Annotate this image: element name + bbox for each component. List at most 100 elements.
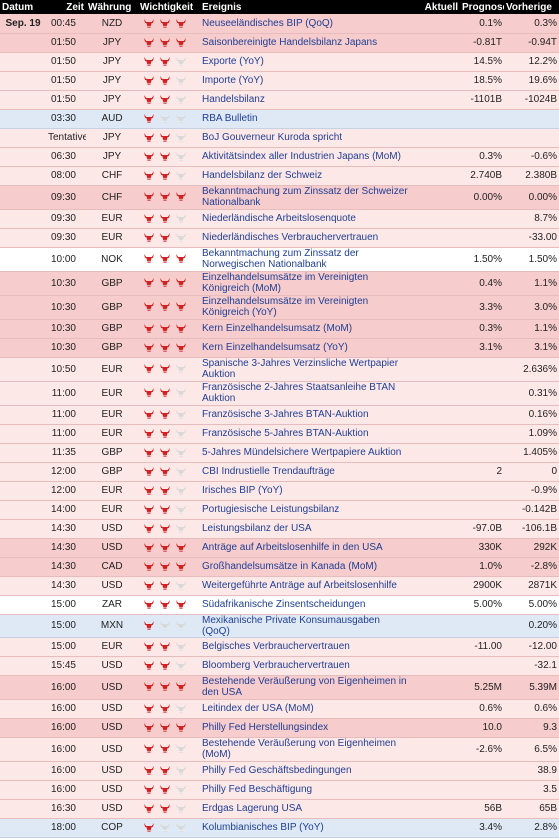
header-wichtigkeit[interactable]: Wichtigkeit: [138, 0, 200, 14]
table-row[interactable]: 11:00 EUR Französische 5-Jahres BTAN-Aukti…: [0, 424, 559, 444]
row-event-link[interactable]: Leitindex der USA (MoM): [200, 699, 412, 719]
table-row[interactable]: 16:00 USD Philly Fed Herstellungsindex 10.0…: [0, 718, 559, 738]
table-row[interactable]: 01:50 JPY Saisonbereinigte Handelsbilanz J…: [0, 33, 559, 53]
row-event-link[interactable]: Niederländisches Verbrauchervertrauen: [200, 228, 412, 248]
row-event-link[interactable]: CBI Indrustielle Trendaufträge: [200, 462, 412, 482]
row-time: 03:30: [46, 109, 86, 129]
row-event-link[interactable]: Handelsbilanz der Schweiz: [200, 166, 412, 186]
row-event-link[interactable]: Französische 5-Jahres BTAN-Auktion: [200, 424, 412, 444]
row-event-link[interactable]: Südafrikanische Zinsentscheidungen: [200, 595, 412, 615]
row-event-link[interactable]: RBA Bulletin: [200, 109, 412, 129]
row-event-link[interactable]: Exporte (YoY): [200, 52, 412, 72]
row-event-link[interactable]: Bekanntmachung zum Zinssatz der Norwegis…: [200, 247, 412, 272]
table-row[interactable]: 10:30 GBP Kern Einzelhandelsumsatz (MoM) 0.…: [0, 319, 559, 339]
row-event-link[interactable]: Französische 3-Jahres BTAN-Auktion: [200, 405, 412, 425]
header-prognose[interactable]: Prognose: [460, 0, 504, 14]
header-waehrung[interactable]: Währung: [86, 0, 138, 14]
row-event-link[interactable]: Bekanntmachung zum Zinssatz der Schweize…: [200, 185, 412, 210]
table-row[interactable]: 16:00 USD Bestehende Veräußerung von Eigen…: [0, 737, 559, 762]
table-row[interactable]: 10:30 GBP Kern Einzelhandelsumsatz (YoY) 3.…: [0, 338, 559, 358]
row-event-link[interactable]: BoJ Gouverneur Kuroda spricht: [200, 128, 412, 148]
row-event-link[interactable]: Niederländische Arbeitslosenquote: [200, 209, 412, 229]
table-row[interactable]: Sep. 19 00:45 NZD Neuseeländisches BIP (QoQ…: [0, 14, 559, 34]
row-event-link[interactable]: Neuseeländisches BIP (QoQ): [200, 14, 412, 34]
table-row[interactable]: 14:30 CAD Großhandelsumsätze in Kanada (Mo…: [0, 557, 559, 577]
table-row[interactable]: 10:30 GBP Einzelhandelsumsätze im Vereinig…: [0, 295, 559, 320]
row-event-link[interactable]: Kern Einzelhandelsumsatz (YoY): [200, 338, 412, 358]
table-row[interactable]: 15:00 EUR Belgisches Verbrauchervertrauen -…: [0, 637, 559, 657]
row-date: [0, 228, 46, 248]
table-row[interactable]: 01:50 JPY Handelsbilanz -1101B -1024B: [0, 90, 559, 110]
row-time: 16:00: [46, 737, 86, 762]
header-datum[interactable]: Datum: [0, 0, 46, 14]
row-event-link[interactable]: Einzelhandelsumsätze im Vereinigten Köni…: [200, 271, 412, 296]
row-event-link[interactable]: Weitergeführte Anträge auf Arbeitslosenh…: [200, 576, 412, 596]
table-row[interactable]: 15:45 USD Bloomberg Verbrauchervertrauen -3…: [0, 656, 559, 676]
table-row[interactable]: 16:00 USD Philly Fed Geschäftsbedingungen 3…: [0, 761, 559, 781]
table-row[interactable]: 16:00 USD Philly Fed Beschäftigung 3.5: [0, 780, 559, 800]
table-row[interactable]: 12:00 GBP CBI Indrustielle Trendaufträge 2 0: [0, 462, 559, 482]
row-event-link[interactable]: Spanische 3-Jahres Verzinsliche Wertpapi…: [200, 357, 412, 382]
table-row[interactable]: 08:00 CHF Handelsbilanz der Schweiz 2.740B 2…: [0, 166, 559, 186]
row-date: [0, 481, 46, 501]
row-event-link[interactable]: Philly Fed Geschäftsbedingungen: [200, 761, 412, 781]
table-row[interactable]: 11:35 GBP 5-Jahres Mündelsichere Wertpapie…: [0, 443, 559, 463]
table-row[interactable]: 14:30 USD Anträge auf Arbeitslosenhilfe in…: [0, 538, 559, 558]
row-previous: -2.8%: [504, 557, 559, 577]
row-event-link[interactable]: Aktivitätsindex aller Industrien Japans …: [200, 147, 412, 167]
row-event-link[interactable]: Erdgas Lagerung USA: [200, 799, 412, 819]
row-actual: [412, 71, 460, 91]
table-row[interactable]: 10:30 GBP Einzelhandelsumsätze im Vereinig…: [0, 271, 559, 296]
row-event-link[interactable]: Einzelhandelsumsätze im Vereinigten Köni…: [200, 295, 412, 320]
header-zeit[interactable]: Zeit: [46, 0, 86, 14]
table-row[interactable]: 15:00 ZAR Südafrikanische Zinsentscheidung…: [0, 595, 559, 615]
table-row[interactable]: 16:00 USD Bestehende Veräußerung von Eigen…: [0, 675, 559, 700]
table-row[interactable]: 09:30 CHF Bekanntmachung zum Zinssatz der …: [0, 185, 559, 210]
table-row[interactable]: 12:00 EUR Irisches BIP (YoY) -0.9%: [0, 481, 559, 501]
table-row[interactable]: 09:30 EUR Niederländisches Verbrauchervert…: [0, 228, 559, 248]
row-event-link[interactable]: Handelsbilanz: [200, 90, 412, 110]
table-row[interactable]: 11:00 EUR Französische 2-Jahres Staatsanle…: [0, 381, 559, 406]
table-row[interactable]: 15:00 MXN Mexikanische Private Konsumausga…: [0, 614, 559, 638]
row-event-link[interactable]: Großhandelsumsätze in Kanada (MoM): [200, 557, 412, 577]
table-row[interactable]: 14:30 USD Leistungsbilanz der USA -97.0B -10…: [0, 519, 559, 539]
row-event-link[interactable]: Irisches BIP (YoY): [200, 481, 412, 501]
table-row[interactable]: 10:00 NOK Bekanntmachung zum Zinssatz der …: [0, 247, 559, 272]
table-row[interactable]: Tentative JPY BoJ Gouverneur Kuroda sprich…: [0, 128, 559, 148]
row-event-link[interactable]: Importe (YoY): [200, 71, 412, 91]
row-event-link[interactable]: Leistungsbilanz der USA: [200, 519, 412, 539]
table-row[interactable]: 14:30 USD Weitergeführte Anträge auf Arbei…: [0, 576, 559, 596]
row-event-link[interactable]: Saisonbereinigte Handelsbilanz Japans: [200, 33, 412, 53]
table-row[interactable]: 14:00 EUR Portugiesische Leistungsbilanz -0…: [0, 500, 559, 520]
table-row[interactable]: 16:00 USD Leitindex der USA (MoM) 0.6% 0.6%: [0, 699, 559, 719]
table-row[interactable]: 01:50 JPY Importe (YoY) 18.5% 19.6%: [0, 71, 559, 91]
table-row[interactable]: 11:00 EUR Französische 3-Jahres BTAN-Aukti…: [0, 405, 559, 425]
row-event-link[interactable]: Anträge auf Arbeitslosenhilfe in den USA: [200, 538, 412, 558]
table-row[interactable]: 06:30 JPY Aktivitätsindex aller Industrien…: [0, 147, 559, 167]
table-row[interactable]: 03:30 AUD RBA Bulletin: [0, 109, 559, 129]
row-event-link[interactable]: Kolumbianisches BIP (YoY): [200, 818, 412, 838]
table-row[interactable]: 01:50 JPY Exporte (YoY) 14.5% 12.2%: [0, 52, 559, 72]
row-event-link[interactable]: Bestehende Veräußerung von Eigenheimen (…: [200, 737, 412, 762]
row-event-link[interactable]: Portugiesische Leistungsbilanz: [200, 500, 412, 520]
row-event-link[interactable]: Mexikanische Private Konsumausgaben (QoQ…: [200, 614, 412, 638]
row-event-link[interactable]: Bestehende Veräußerung von Eigenheimen i…: [200, 675, 412, 700]
row-event-link[interactable]: Bloomberg Verbrauchervertrauen: [200, 656, 412, 676]
bull-importance-icon: [176, 170, 186, 180]
row-event-link[interactable]: Philly Fed Herstellungsindex: [200, 718, 412, 738]
row-event-link[interactable]: 5-Jahres Mündelsichere Wertpapiere Aukti…: [200, 443, 412, 463]
table-row[interactable]: 10:50 EUR Spanische 3-Jahres Verzinsliche …: [0, 357, 559, 382]
table-row[interactable]: 18:00 COP Kolumbianisches BIP (YoY) 3.4% 2.8…: [0, 818, 559, 838]
row-event-link[interactable]: Philly Fed Beschäftigung: [200, 780, 412, 800]
row-date: Sep. 19: [0, 14, 46, 34]
table-row[interactable]: 16:30 USD Erdgas Lagerung USA 56B 65B: [0, 799, 559, 819]
header-aktuell[interactable]: Aktuell: [412, 0, 460, 14]
row-time: 00:45: [46, 14, 86, 34]
row-event-link[interactable]: Französische 2-Jahres Staatsanleihe BTAN…: [200, 381, 412, 406]
header-ereignis[interactable]: Ereignis: [200, 0, 412, 14]
header-vorherige[interactable]: Vorherige: [504, 0, 559, 14]
row-event-link[interactable]: Kern Einzelhandelsumsatz (MoM): [200, 319, 412, 339]
table-row[interactable]: 09:30 EUR Niederländische Arbeitslosenquot…: [0, 209, 559, 229]
row-previous: 0.3%: [504, 14, 559, 34]
row-event-link[interactable]: Belgisches Verbrauchervertrauen: [200, 637, 412, 657]
